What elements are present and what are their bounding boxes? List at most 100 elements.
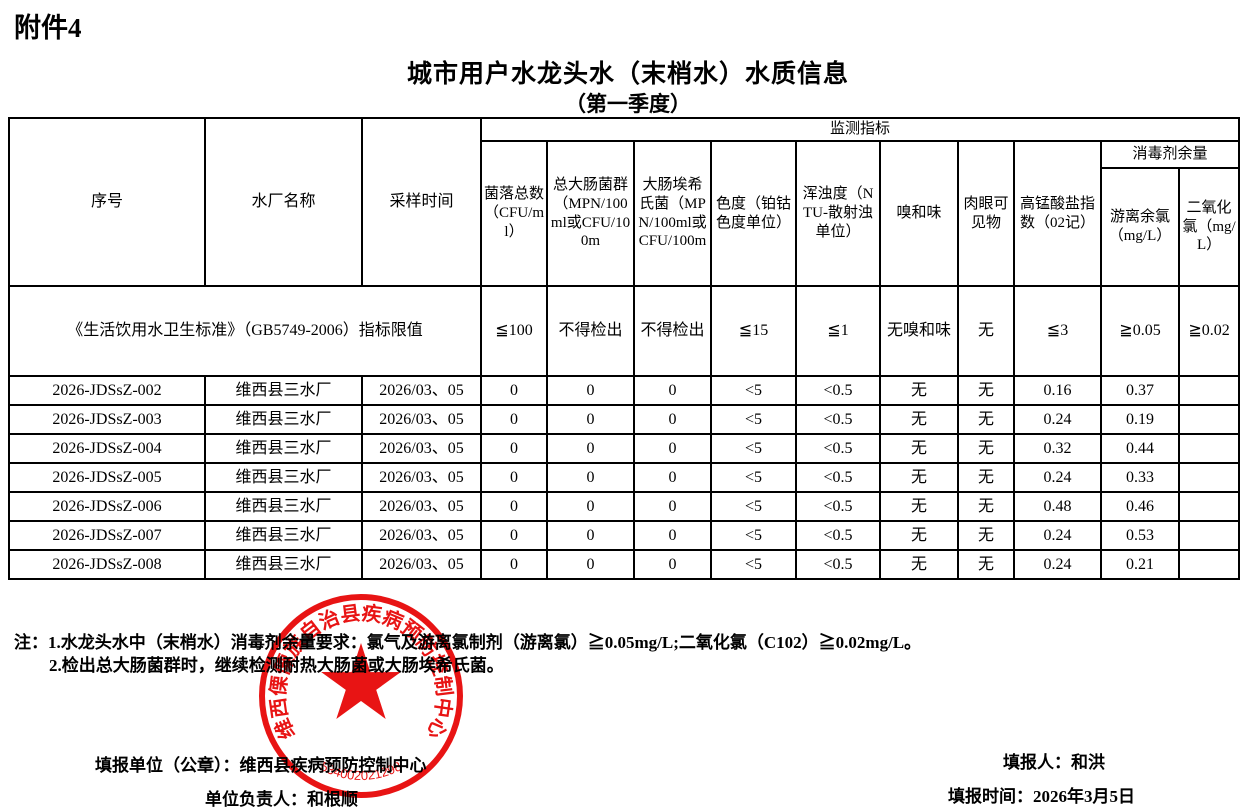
table-cell: <5 [710, 491, 797, 522]
table-cell: 0 [546, 491, 635, 522]
table-cell: 0.24 [1013, 404, 1102, 435]
attachment-label: 附件4 [14, 13, 82, 43]
table-cell: 0.24 [1013, 520, 1102, 551]
notes: 注：1.水龙头水中（末梢水）消毒剂余量要求：氯气及游离氯制剂（游离氯）≧0.05… [14, 631, 921, 677]
table-cell: <0.5 [795, 462, 881, 493]
table-cell: <0.5 [795, 549, 881, 580]
col-header-turbidity: 浑浊度（NTU-散射浊单位） [795, 140, 881, 287]
table-cell: 0 [480, 375, 548, 406]
limit-cell: 不得检出 [633, 285, 712, 377]
table-cell: 0 [546, 462, 635, 493]
table-cell [1177, 549, 1241, 580]
col-header-ecoli: 大肠埃希氏菌（MPN/100ml或CFU/100m [633, 140, 712, 287]
table-cell: 0 [546, 433, 635, 464]
table-cell: 无 [957, 433, 1015, 464]
table-cell: 维西县三水厂 [204, 375, 363, 406]
table-cell: 维西县三水厂 [204, 462, 363, 493]
table-cell: <5 [710, 375, 797, 406]
table-cell: 0.19 [1100, 404, 1180, 435]
limit-cell: 无 [957, 285, 1015, 377]
table-cell: <0.5 [795, 433, 881, 464]
table-cell: 无 [879, 549, 959, 580]
col-header-visible-matter: 肉眼可见物 [957, 140, 1015, 287]
table-cell: 无 [957, 462, 1015, 493]
col-header-odor: 嗅和味 [879, 140, 959, 287]
table-cell: 无 [957, 404, 1015, 435]
table-cell: 2026-JDSsZ-004 [8, 433, 206, 464]
table-cell: <5 [710, 433, 797, 464]
table-cell: 0 [480, 549, 548, 580]
table-cell: 2026/03、05 [361, 520, 482, 551]
table-cell: 2026-JDSsZ-007 [8, 520, 206, 551]
table-cell: 0 [480, 462, 548, 493]
filler-label: 填报人：和洪 [1003, 753, 1105, 772]
col-header-disinfectant-group: 消毒剂余量 [1099, 140, 1241, 169]
limit-cell: ≦1 [795, 285, 881, 377]
report-time-label: 填报时间：2026年3月5日 [948, 787, 1135, 806]
table-cell: <5 [710, 404, 797, 435]
table-cell: 0.46 [1100, 491, 1180, 522]
table-cell: 2026/03、05 [361, 433, 482, 464]
table-cell [1177, 462, 1241, 493]
table-cell [1177, 491, 1241, 522]
table-cell: 无 [879, 433, 959, 464]
limit-cell: 无嗅和味 [879, 285, 959, 377]
table-row: 2026-JDSsZ-002 维西县三水厂 2026/03、05 0 0 0 <5 <0.5 无… [8, 375, 1241, 406]
table-row: 2026-JDSsZ-007 维西县三水厂 2026/03、05 0 0 0 <5 <0.5 无… [8, 520, 1241, 551]
table-cell: 0.44 [1100, 433, 1180, 464]
limit-cell: ≦100 [480, 285, 548, 377]
table-cell: 无 [879, 491, 959, 522]
table-cell: 2026-JDSsZ-005 [8, 462, 206, 493]
col-header-monitoring-indicators: 监测指标 [479, 117, 1241, 142]
table-cell: 0 [633, 462, 712, 493]
limit-cell: ≦15 [710, 285, 797, 377]
table-cell: 0 [480, 520, 548, 551]
reporting-unit-label: 填报单位（公章）：维西县疾病预防控制中心 [95, 756, 427, 775]
table-cell: 0 [633, 375, 712, 406]
table-cell: 维西县三水厂 [204, 433, 363, 464]
col-header-colony: 菌落总数（CFU/ml） [480, 140, 548, 287]
table-cell: 0.21 [1100, 549, 1180, 580]
table-cell [1177, 520, 1241, 551]
table-row: 2026-JDSsZ-006 维西县三水厂 2026/03、05 0 0 0 <5 <0.5 无… [8, 491, 1241, 522]
table-cell: <5 [710, 462, 797, 493]
table-row: 2026-JDSsZ-003 维西县三水厂 2026/03、05 0 0 0 <5 <0.5 无… [8, 404, 1241, 435]
table-cell [1177, 375, 1241, 406]
table-cell: 维西县三水厂 [204, 404, 363, 435]
limits-label: 《生活饮用水卫生标准》（GB5749-2006）指标限值 [8, 285, 482, 377]
table-cell: <0.5 [795, 491, 881, 522]
table-cell: 0 [480, 433, 548, 464]
col-header-index: 序号 [8, 117, 206, 287]
table-cell: 无 [879, 462, 959, 493]
table-cell: 0.33 [1100, 462, 1180, 493]
table-cell: 无 [879, 375, 959, 406]
unit-responsible-label: 单位负责人：和根顺 [205, 790, 358, 809]
table-cell: 0 [546, 404, 635, 435]
col-header-plant: 水厂名称 [204, 117, 363, 287]
table-cell: 0.16 [1013, 375, 1102, 406]
table-cell: 无 [879, 520, 959, 551]
water-quality-table: 序号 水厂名称 采样时间 监测指标 菌落总数（CFU/ml） 总大肠菌群（MPN… [8, 117, 1241, 580]
table-cell: 0.24 [1013, 462, 1102, 493]
table-cell: 无 [957, 375, 1015, 406]
table-cell: 0 [480, 404, 548, 435]
table-cell: <5 [710, 520, 797, 551]
table-cell: 2026/03、05 [361, 491, 482, 522]
limit-cell: ≧0.02 [1177, 285, 1241, 377]
table-cell: 0 [633, 549, 712, 580]
table-cell: 0 [546, 375, 635, 406]
table-cell: 维西县三水厂 [204, 520, 363, 551]
table-cell: 0.32 [1013, 433, 1102, 464]
table-cell: 无 [879, 404, 959, 435]
table-cell: <0.5 [795, 404, 881, 435]
table-cell: 0 [633, 404, 712, 435]
table-body: 《生活饮用水卫生标准》（GB5749-2006）指标限值 ≦100 不得检出 不… [8, 285, 1241, 580]
table-cell: 0.37 [1100, 375, 1180, 406]
table-cell: 2026-JDSsZ-006 [8, 491, 206, 522]
table-cell: 2026/03、05 [361, 462, 482, 493]
limit-cell: ≧0.05 [1100, 285, 1180, 377]
table-cell: 0 [480, 491, 548, 522]
table-cell: 2026-JDSsZ-003 [8, 404, 206, 435]
table-cell: 2026-JDSsZ-008 [8, 549, 206, 580]
table-cell: 0 [546, 520, 635, 551]
